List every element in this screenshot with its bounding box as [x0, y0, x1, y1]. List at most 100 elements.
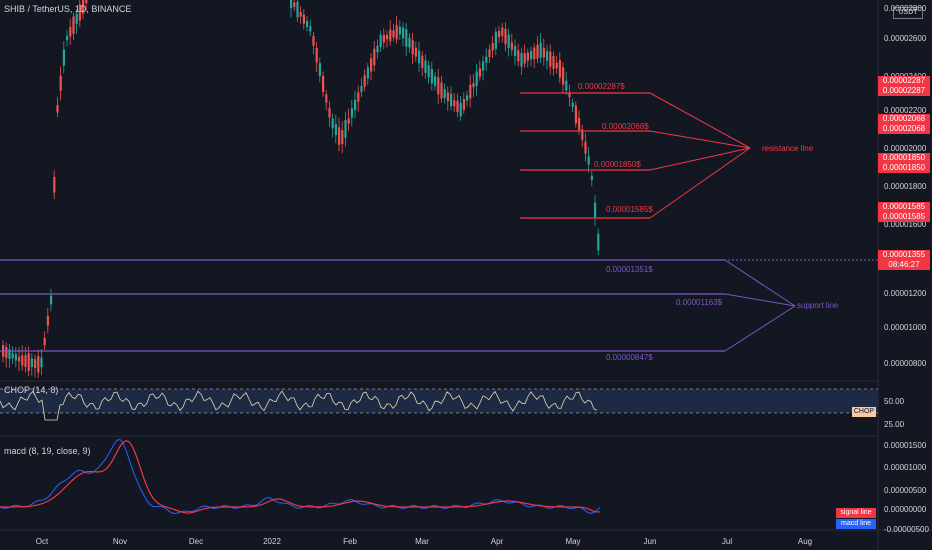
time-axis-label: Dec	[188, 537, 204, 546]
candle	[318, 63, 321, 77]
candle	[478, 68, 481, 77]
candle	[69, 26, 72, 37]
candle	[21, 355, 24, 366]
candle	[494, 31, 497, 50]
resistance-label-3: 0.00001850$	[594, 160, 641, 169]
candle	[408, 37, 411, 48]
candle	[498, 30, 501, 38]
candle	[411, 40, 414, 55]
resistance-pointer	[649, 92, 751, 149]
candle	[296, 1, 299, 18]
candle	[344, 120, 347, 138]
candle	[14, 354, 17, 361]
support-lines[interactable]	[0, 259, 878, 352]
macd-axis-label: 0.00001000	[884, 463, 927, 472]
macd-title[interactable]: macd (8, 19, close, 9)	[4, 446, 91, 456]
candle	[517, 50, 520, 62]
candle	[363, 75, 366, 87]
candle	[427, 65, 430, 78]
candle	[347, 118, 350, 124]
candle	[514, 45, 517, 57]
price-axis-label: 0.00000800	[884, 359, 927, 368]
candle	[379, 35, 382, 47]
chop-title[interactable]: CHOP (14, 8)	[4, 385, 59, 395]
candle	[523, 53, 526, 64]
candle	[395, 25, 398, 40]
candlestick-series	[2, 0, 600, 378]
candle	[482, 61, 485, 71]
candle	[590, 175, 593, 181]
candle	[8, 349, 11, 360]
candle	[85, 0, 88, 4]
candle	[440, 82, 443, 99]
candle	[418, 50, 421, 64]
candle	[555, 62, 558, 69]
candle	[430, 68, 433, 84]
support-label-2: 0.00001163$	[676, 298, 723, 307]
candle	[402, 27, 405, 39]
candle	[450, 93, 453, 107]
candle	[315, 48, 318, 63]
chop-line	[0, 390, 598, 421]
support-pointer	[724, 305, 796, 352]
price-axis-label: 0.00001200	[884, 289, 927, 298]
candle	[56, 105, 59, 113]
resistance-label-4: 0.00001585$	[606, 205, 653, 214]
time-axis-label: Apr	[490, 537, 504, 546]
candle	[82, 0, 85, 14]
resistance-lines[interactable]	[520, 92, 751, 219]
candle	[552, 55, 555, 69]
candle	[443, 89, 446, 99]
candle	[78, 4, 81, 21]
candle	[424, 60, 427, 73]
candle	[558, 59, 561, 78]
candle	[299, 12, 302, 17]
price-tag: 0.00001355 08:46:27	[878, 250, 930, 270]
candle	[581, 129, 584, 141]
candle	[373, 48, 376, 66]
candle	[578, 118, 581, 130]
signal-line-tag: signal line	[836, 508, 876, 518]
support-pointer	[724, 259, 796, 307]
currency-badge[interactable]: USDT	[893, 7, 923, 19]
candle	[309, 26, 312, 32]
candle	[11, 353, 14, 359]
candle	[594, 202, 597, 218]
candle	[562, 67, 565, 85]
candle	[475, 71, 478, 87]
price-tag: 0.00002287 0.00002287	[878, 76, 930, 96]
candle	[546, 51, 549, 61]
chop-tag: CHOP	[852, 407, 876, 417]
candle	[341, 130, 344, 144]
resistance-label-2: 0.00002068$	[602, 122, 649, 131]
macd-axis-label: 0.00001500	[884, 441, 927, 450]
candle	[50, 295, 53, 305]
candle	[37, 356, 40, 373]
candle	[322, 75, 325, 93]
candle	[507, 34, 510, 49]
candle	[382, 34, 385, 43]
candle	[549, 51, 552, 67]
candle	[488, 49, 491, 57]
time-axis-label: Mar	[415, 537, 429, 546]
candle	[536, 44, 539, 59]
symbol-title[interactable]: SHIB / TetherUS, 1D, BINANCE	[4, 4, 132, 14]
chop-band	[0, 389, 878, 413]
candle	[366, 67, 369, 79]
time-axis-label: Aug	[797, 537, 813, 546]
candle	[472, 83, 475, 88]
candle	[24, 355, 27, 367]
time-axis-label: 2022	[263, 537, 281, 546]
price-axis-label: 0.00001000	[884, 323, 927, 332]
candle	[405, 29, 408, 47]
candle	[66, 35, 69, 41]
macd-line	[0, 439, 601, 515]
macd-axis-label: 0.00000500	[884, 486, 927, 495]
candle	[46, 315, 49, 326]
resistance-pointer	[649, 147, 751, 219]
candle	[565, 80, 568, 91]
candle	[40, 357, 43, 368]
candle	[584, 141, 587, 154]
candle	[510, 42, 513, 50]
